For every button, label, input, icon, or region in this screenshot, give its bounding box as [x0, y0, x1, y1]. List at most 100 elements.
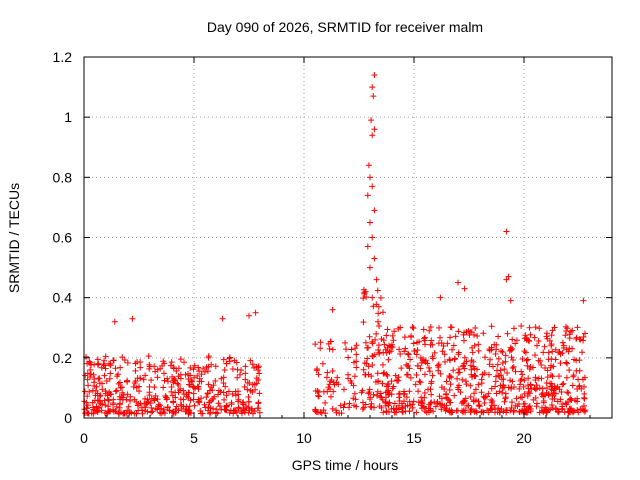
data-point	[410, 340, 417, 347]
data-point	[120, 410, 127, 417]
data-point	[530, 364, 537, 371]
data-point	[235, 391, 242, 398]
data-point	[541, 343, 548, 350]
data-point	[177, 371, 184, 378]
data-point	[81, 388, 88, 395]
data-point	[492, 383, 499, 390]
data-point	[495, 355, 502, 362]
data-point	[105, 360, 112, 367]
data-point	[448, 374, 455, 381]
data-point	[106, 375, 113, 382]
data-point	[185, 389, 192, 396]
data-point	[362, 288, 369, 295]
data-point	[249, 361, 256, 368]
data-point	[360, 366, 367, 373]
data-point	[365, 371, 372, 378]
data-point	[567, 395, 574, 402]
data-point	[470, 358, 477, 365]
data-point	[106, 389, 113, 396]
data-point	[369, 294, 376, 301]
data-point	[98, 364, 105, 371]
data-point	[245, 409, 252, 416]
data-point	[249, 389, 256, 396]
data-point	[443, 378, 450, 385]
data-point	[137, 364, 144, 371]
data-point	[314, 366, 321, 373]
data-point	[491, 341, 498, 348]
data-point	[563, 401, 570, 408]
data-point	[187, 364, 194, 371]
data-point	[548, 341, 555, 348]
data-point	[521, 403, 528, 410]
data-point	[372, 378, 379, 385]
data-point	[527, 382, 534, 389]
data-point	[120, 391, 127, 398]
data-point	[557, 396, 564, 403]
data-points	[81, 72, 589, 417]
data-point	[494, 367, 501, 374]
data-point	[486, 347, 493, 354]
data-point	[438, 340, 445, 347]
data-point	[428, 391, 435, 398]
data-point	[105, 397, 112, 404]
data-point	[381, 369, 388, 376]
data-point	[132, 378, 139, 385]
data-point	[226, 409, 233, 416]
data-point	[420, 403, 427, 410]
data-point	[351, 373, 358, 380]
data-point	[542, 392, 549, 399]
data-point	[516, 385, 523, 392]
data-point	[552, 356, 559, 363]
data-point	[419, 397, 426, 404]
data-point	[494, 361, 501, 368]
data-point	[96, 393, 103, 400]
data-point	[175, 365, 182, 372]
data-point	[161, 410, 168, 417]
data-point	[125, 403, 132, 410]
data-point	[146, 389, 153, 396]
data-point	[408, 332, 415, 339]
data-point	[256, 409, 263, 416]
data-point	[455, 366, 462, 373]
data-point	[563, 374, 570, 381]
data-point	[559, 339, 566, 346]
data-point	[183, 393, 190, 400]
data-point	[555, 373, 562, 380]
data-point	[246, 312, 252, 319]
data-point	[96, 405, 103, 412]
data-point	[103, 377, 110, 384]
data-point	[242, 363, 249, 370]
data-point	[436, 324, 443, 331]
data-point	[475, 381, 482, 388]
data-point	[415, 399, 422, 406]
data-point	[446, 356, 453, 363]
data-point	[188, 377, 195, 384]
data-point	[235, 398, 242, 405]
data-point	[91, 397, 98, 404]
data-point	[581, 330, 588, 337]
data-point	[380, 309, 387, 316]
data-point	[366, 396, 373, 403]
data-point	[132, 360, 139, 367]
data-point	[124, 378, 131, 385]
data-point	[367, 264, 373, 271]
data-point	[418, 402, 425, 409]
data-point	[401, 334, 408, 341]
data-point	[481, 394, 488, 401]
data-point	[413, 371, 420, 378]
data-point	[510, 356, 517, 363]
data-point	[195, 383, 202, 390]
data-point	[124, 359, 131, 366]
data-point	[217, 388, 224, 395]
data-point	[115, 380, 122, 387]
data-point	[312, 388, 319, 395]
data-point	[487, 356, 494, 363]
data-point	[575, 409, 582, 416]
data-point	[459, 376, 466, 383]
data-point	[324, 388, 331, 395]
data-point	[469, 344, 476, 351]
data-point	[502, 358, 509, 365]
data-point	[315, 392, 322, 399]
data-point	[501, 366, 508, 373]
data-point	[455, 279, 461, 286]
